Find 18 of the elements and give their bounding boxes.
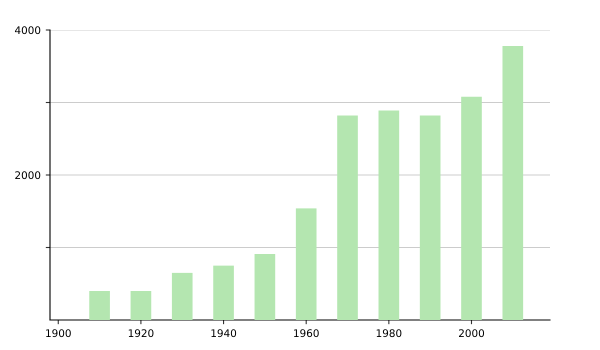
bar — [337, 116, 358, 320]
y-tick-label: 4000 — [14, 26, 40, 34]
bar — [254, 254, 276, 320]
bar — [461, 96, 482, 320]
x-tick-label: 1920 — [128, 329, 154, 338]
bar — [213, 266, 234, 320]
bar — [89, 291, 110, 320]
x-tick-label: 1960 — [294, 329, 319, 338]
bar — [420, 116, 440, 320]
bar — [172, 272, 193, 320]
x-tick-label: 2000 — [458, 329, 484, 338]
x-tick-label: 1900 — [46, 329, 71, 338]
bar — [296, 208, 317, 320]
bar — [378, 110, 400, 320]
x-tick-label: 1980 — [376, 329, 402, 338]
bar — [130, 291, 152, 320]
bar — [502, 46, 524, 320]
x-tick-label: 1940 — [211, 329, 236, 338]
